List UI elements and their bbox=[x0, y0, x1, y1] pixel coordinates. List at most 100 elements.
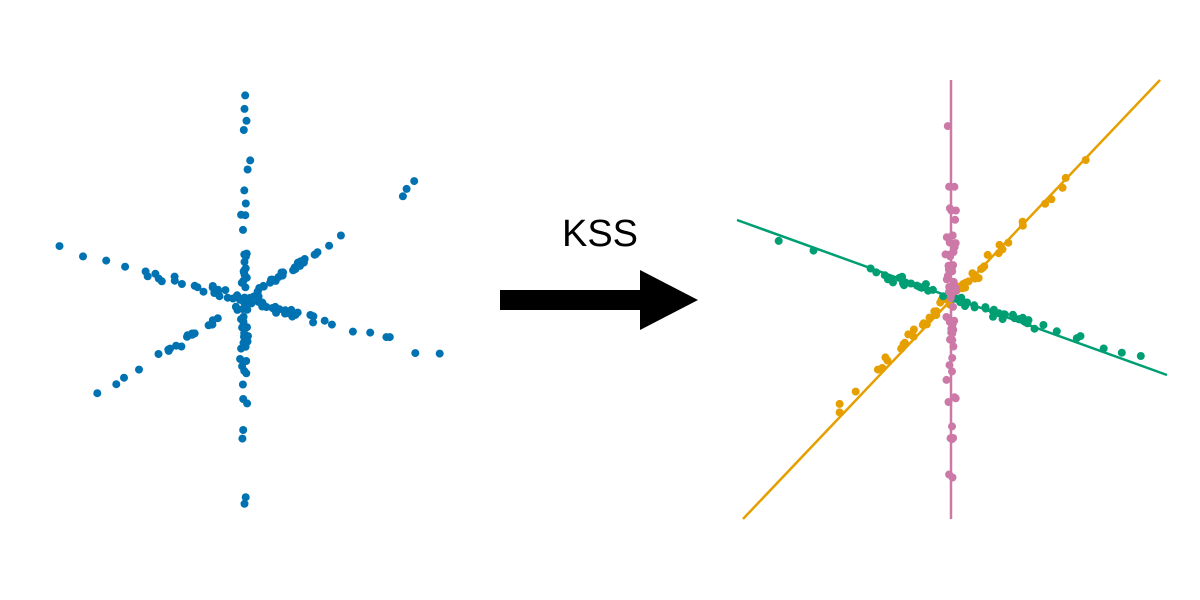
cluster-1-point bbox=[958, 281, 967, 290]
cluster-3-point bbox=[946, 252, 955, 261]
data-point bbox=[398, 192, 407, 201]
cluster-1-point bbox=[835, 408, 844, 417]
cluster-2-point bbox=[957, 293, 966, 302]
data-point bbox=[135, 365, 143, 374]
data-point bbox=[241, 493, 250, 502]
cluster-1-point bbox=[998, 245, 1007, 254]
data-point bbox=[79, 252, 87, 261]
cluster-3-point bbox=[946, 335, 954, 344]
cluster-2-point bbox=[917, 283, 926, 292]
cluster-3-point bbox=[945, 238, 954, 247]
cluster-2-point bbox=[1014, 315, 1023, 324]
data-point bbox=[258, 302, 267, 311]
cluster-1-point bbox=[936, 298, 945, 307]
cluster-1-point bbox=[964, 277, 973, 286]
cluster-1-point bbox=[968, 269, 977, 278]
data-point bbox=[239, 426, 248, 434]
data-point bbox=[366, 328, 375, 337]
data-point bbox=[229, 294, 237, 303]
data-point bbox=[336, 231, 345, 240]
cluster-1-point bbox=[909, 325, 918, 334]
cluster-2-point bbox=[774, 236, 783, 245]
cluster-2-point bbox=[924, 286, 933, 295]
clustered-scatter-plot bbox=[736, 79, 1168, 520]
cluster-1-point bbox=[1081, 156, 1090, 164]
cluster-1-point bbox=[1004, 238, 1013, 247]
data-point bbox=[240, 250, 249, 259]
data-point bbox=[102, 256, 111, 265]
data-point bbox=[238, 380, 247, 389]
cluster-1-point bbox=[899, 340, 908, 349]
cluster-1-point bbox=[983, 250, 992, 259]
data-point bbox=[402, 184, 411, 193]
data-point bbox=[239, 225, 247, 234]
cluster-3-point bbox=[951, 215, 960, 224]
data-point bbox=[112, 380, 121, 389]
data-point bbox=[267, 275, 276, 284]
data-point bbox=[237, 278, 246, 287]
cluster-3-point bbox=[949, 434, 958, 442]
cluster-3-point bbox=[950, 182, 959, 191]
cluster-3-point bbox=[948, 354, 957, 362]
data-point bbox=[348, 327, 357, 336]
data-point bbox=[238, 362, 247, 371]
cluster-3-point bbox=[951, 206, 960, 215]
cluster-2-point bbox=[989, 312, 997, 321]
cluster-3-point bbox=[951, 239, 960, 248]
data-point bbox=[239, 395, 248, 403]
cluster-1-point bbox=[930, 307, 939, 316]
cluster-3-point bbox=[945, 361, 954, 370]
data-point bbox=[242, 369, 251, 378]
data-point bbox=[120, 373, 128, 382]
data-point bbox=[166, 344, 175, 353]
data-point bbox=[320, 316, 329, 325]
cluster-2-point bbox=[994, 309, 1003, 318]
cluster-3-point bbox=[948, 367, 956, 376]
data-point bbox=[177, 280, 186, 288]
data-point bbox=[213, 314, 222, 323]
cluster-2-point bbox=[970, 303, 979, 312]
data-point bbox=[240, 104, 249, 113]
cluster-3-point bbox=[948, 473, 957, 482]
data-point bbox=[121, 262, 130, 271]
data-point bbox=[385, 333, 394, 342]
cluster-2-point bbox=[907, 279, 915, 288]
data-point bbox=[221, 286, 230, 295]
cluster-2-point bbox=[981, 303, 990, 312]
data-point bbox=[199, 287, 208, 296]
cluster-2-point bbox=[961, 302, 969, 311]
data-point bbox=[310, 250, 319, 259]
cluster-3-point bbox=[945, 283, 954, 291]
data-point bbox=[239, 267, 248, 276]
data-point bbox=[241, 91, 250, 100]
data-point bbox=[239, 294, 248, 303]
data-point bbox=[327, 320, 336, 329]
data-point bbox=[154, 350, 163, 358]
cluster-1-point bbox=[1058, 183, 1067, 192]
data-point bbox=[410, 177, 419, 186]
data-point bbox=[255, 284, 264, 292]
data-point bbox=[240, 186, 249, 195]
data-point bbox=[242, 273, 251, 282]
data-point bbox=[239, 312, 248, 321]
cluster-1-point bbox=[922, 320, 931, 329]
cluster-1-point bbox=[1018, 217, 1027, 226]
data-point bbox=[188, 330, 197, 339]
data-point bbox=[172, 341, 181, 350]
data-point bbox=[274, 273, 283, 281]
cluster-2-point bbox=[1030, 324, 1039, 333]
data-point bbox=[281, 309, 289, 318]
cluster-2-point bbox=[1008, 310, 1017, 319]
data-point bbox=[241, 211, 250, 220]
cluster-2-point bbox=[889, 278, 897, 287]
cluster-2-point bbox=[809, 246, 818, 255]
cluster-2-point bbox=[872, 268, 881, 277]
data-point bbox=[55, 242, 64, 251]
cluster-2-point bbox=[1117, 348, 1126, 357]
cluster-3-point bbox=[949, 302, 957, 311]
data-point bbox=[241, 199, 250, 208]
data-point bbox=[143, 272, 152, 281]
cluster-2-point bbox=[866, 264, 875, 273]
data-point bbox=[325, 241, 334, 250]
